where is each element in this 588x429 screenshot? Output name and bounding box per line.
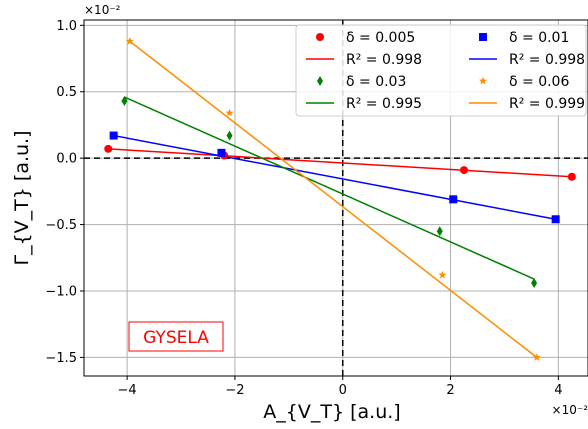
legend-label: δ = 0.005	[346, 30, 415, 46]
data-point-circle	[460, 166, 469, 175]
tick-labels-layer: −4 −2 0 2 4 1.0 0.5 0.0 −0.5 −1.0 −1.5	[45, 19, 562, 398]
data-point-diamond	[531, 278, 538, 289]
legend-fit-label: R² = 0.998	[346, 52, 422, 68]
x-tick-label: −4	[118, 383, 137, 398]
y-axis-multiplier: ×10⁻²	[84, 3, 121, 17]
data-point-circle	[567, 172, 576, 181]
data-point-square	[551, 215, 560, 224]
fit-line	[113, 134, 556, 220]
data-point-star	[532, 353, 541, 361]
fit-lines-layer	[108, 40, 572, 358]
y-tick-label: −1.0	[45, 284, 77, 299]
y-tick-label: 0.0	[56, 152, 77, 167]
y-tick-label: −0.5	[45, 218, 77, 233]
data-point-diamond	[121, 96, 128, 107]
gysela-annotation: GYSELA	[128, 321, 224, 352]
x-tick-label: 4	[554, 383, 562, 398]
y-tick-label: 0.5	[56, 85, 77, 100]
data-point-circle	[104, 144, 113, 153]
data-point-circle	[316, 33, 324, 41]
y-tick-label: 1.0	[56, 19, 77, 34]
fit-line	[108, 148, 572, 178]
data-point-square	[449, 195, 458, 204]
legend-label: δ = 0.06	[509, 74, 569, 90]
y-tick-label: −1.5	[45, 351, 77, 366]
fit-line	[124, 96, 535, 280]
data-point-star	[479, 76, 487, 85]
x-tick-label: 0	[339, 383, 347, 398]
data-point-diamond	[436, 226, 443, 237]
x-tick-label: −2	[225, 383, 244, 398]
data-point-star	[125, 37, 134, 45]
data-point-square	[109, 131, 118, 140]
legend-label: δ = 0.03	[346, 74, 406, 90]
reference-lines-layer	[84, 20, 588, 376]
legend-fit-label: R² = 0.999	[509, 96, 585, 112]
x-axis-multiplier: ×10⁻²	[552, 403, 588, 417]
data-point-square	[479, 33, 487, 41]
legend-label: δ = 0.01	[509, 30, 569, 46]
x-tick-label: 2	[446, 383, 454, 398]
legend-box	[295, 24, 587, 117]
annotation-text: GYSELA	[143, 328, 209, 348]
legend-fit-label: R² = 0.998	[509, 52, 585, 68]
data-point-star	[225, 108, 234, 117]
fit-line	[129, 40, 538, 358]
x-axis-label: A_{V_T} [a.u.]	[263, 401, 400, 423]
legend: δ = 0.005 R² = 0.998 δ = 0.01 R² = 0.998 δ =…	[295, 24, 587, 117]
y-axis-label: Γ_{V_T} [a.u.]	[11, 131, 33, 266]
annotation-box-frame	[128, 321, 224, 352]
data-point-star	[438, 270, 447, 279]
data-point-square	[217, 148, 226, 157]
data-point-diamond	[317, 76, 323, 86]
data-point-diamond	[226, 130, 233, 141]
plot-frame	[83, 19, 588, 377]
data-points-layer	[104, 37, 576, 361]
legend-fit-label: R² = 0.995	[346, 96, 422, 112]
